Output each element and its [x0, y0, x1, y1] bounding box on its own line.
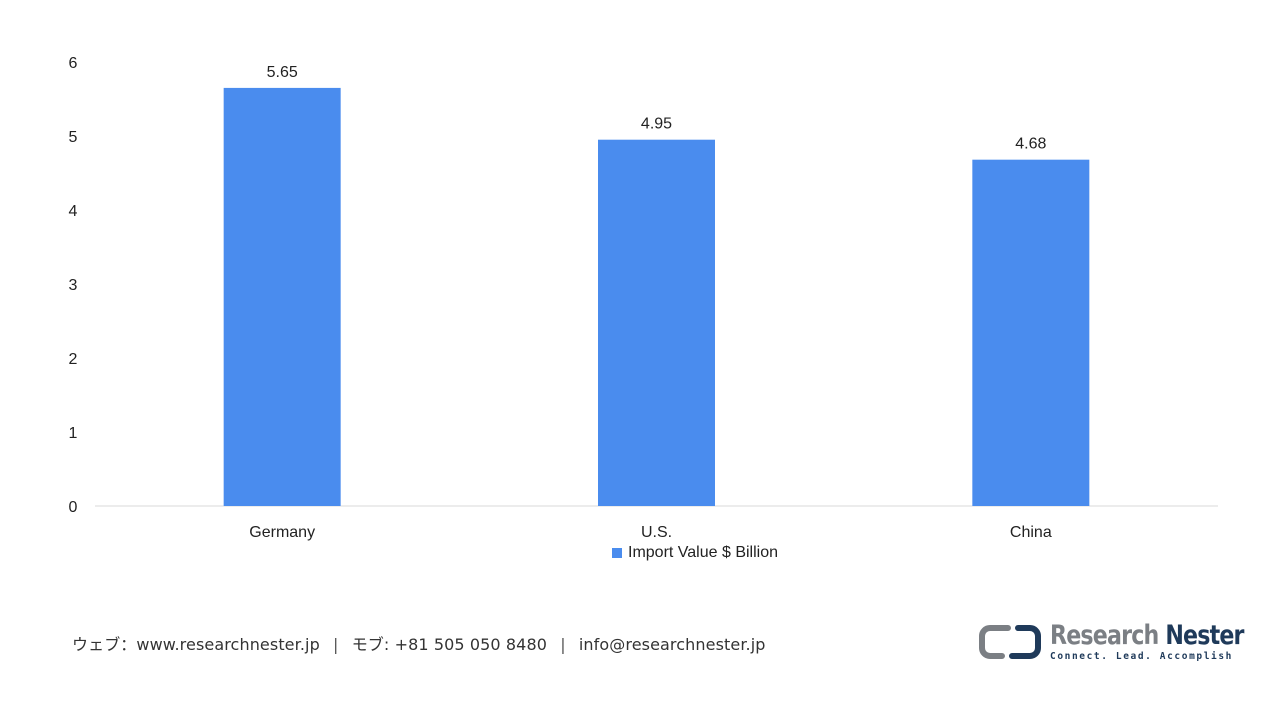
logo-mark-icon: [979, 625, 1041, 659]
y-tick-label: 3: [69, 277, 78, 294]
legend-swatch: [612, 548, 622, 558]
y-tick-label: 6: [69, 55, 78, 72]
legend-label: Import Value $ Billion: [628, 544, 778, 561]
data-label: 4.68: [1015, 136, 1046, 153]
bar-chart: 0 1 2 3 4 5 6 5.65 4.95 4.68 Germany U.S. China: [69, 55, 1218, 541]
bar-u-s: [598, 139, 715, 506]
category-label: China: [1010, 524, 1052, 541]
y-tick-label: 0: [69, 499, 78, 516]
bar-germany: [223, 87, 341, 507]
footer-contact: ウェブ：www.researchnester.jp | モブ: +81 505 …: [72, 631, 766, 655]
footer-web: ウェブ：www.researchnester.jp: [72, 635, 320, 654]
category-label: U.S.: [641, 524, 672, 541]
logo-tagline: Connect. Lead. Accomplish: [1050, 651, 1233, 662]
category-label: Germany: [249, 524, 315, 541]
legend: Import Value $ Billion: [612, 543, 778, 563]
footer-email: info@researchnester.jp: [578, 635, 766, 654]
y-tick-label: 4: [69, 203, 78, 220]
footer-separator: |: [560, 635, 566, 654]
category-labels: Germany U.S. China: [249, 524, 1052, 541]
y-tick-label: 1: [69, 425, 78, 442]
data-label: 5.65: [267, 64, 298, 81]
logo-name: Research Nester: [1050, 620, 1244, 651]
bars-group: 5.65 4.95 4.68: [223, 64, 1090, 507]
y-axis: 0 1 2 3 4 5 6: [69, 55, 78, 516]
research-nester-logo: Research Nester Connect. Lead. Accomplis…: [978, 622, 1280, 662]
footer-phone: モブ: +81 505 050 8480: [351, 635, 547, 654]
data-label: 4.95: [641, 116, 672, 133]
footer-separator: |: [333, 635, 339, 654]
bar-china: [972, 159, 1090, 506]
y-tick-label: 5: [69, 129, 78, 146]
y-tick-label: 2: [69, 351, 78, 368]
